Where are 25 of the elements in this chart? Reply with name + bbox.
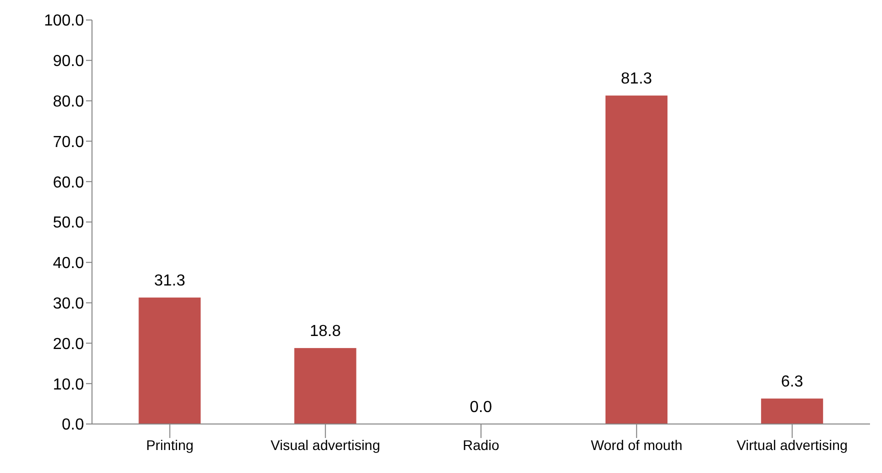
data-label: 81.3 [620,70,652,88]
y-tick-label: 0.0 [62,416,84,434]
data-label: 6.3 [780,374,804,391]
y-tick-label: 70.0 [52,134,84,151]
y-tick-label: 100.0 [44,12,84,30]
data-label: 0.0 [470,399,492,416]
y-tick-label: 60.0 [52,174,84,192]
y-tick-label: 50.0 [52,214,84,232]
x-tick-label: Word of mouth [590,436,682,453]
x-tick-label: Visual advertising [270,436,380,453]
bar [294,348,356,424]
y-tick-label: 10.0 [52,376,84,394]
y-tick-label: 90.0 [52,53,84,70]
bar [605,96,668,424]
bar [761,398,824,424]
y-tick-label: 80.0 [52,93,84,110]
y-tick-label: 30.0 [52,295,84,312]
bar [138,298,201,424]
x-tick-label: Printing [146,436,194,453]
y-tick-label: 20.0 [52,336,84,353]
x-tick-label: Radio [462,436,500,453]
y-tick-label: 40.0 [52,255,84,272]
data-label: 31.3 [154,272,186,290]
x-tick-label: Virtual advertising [736,436,848,453]
data-label: 18.8 [310,323,341,340]
